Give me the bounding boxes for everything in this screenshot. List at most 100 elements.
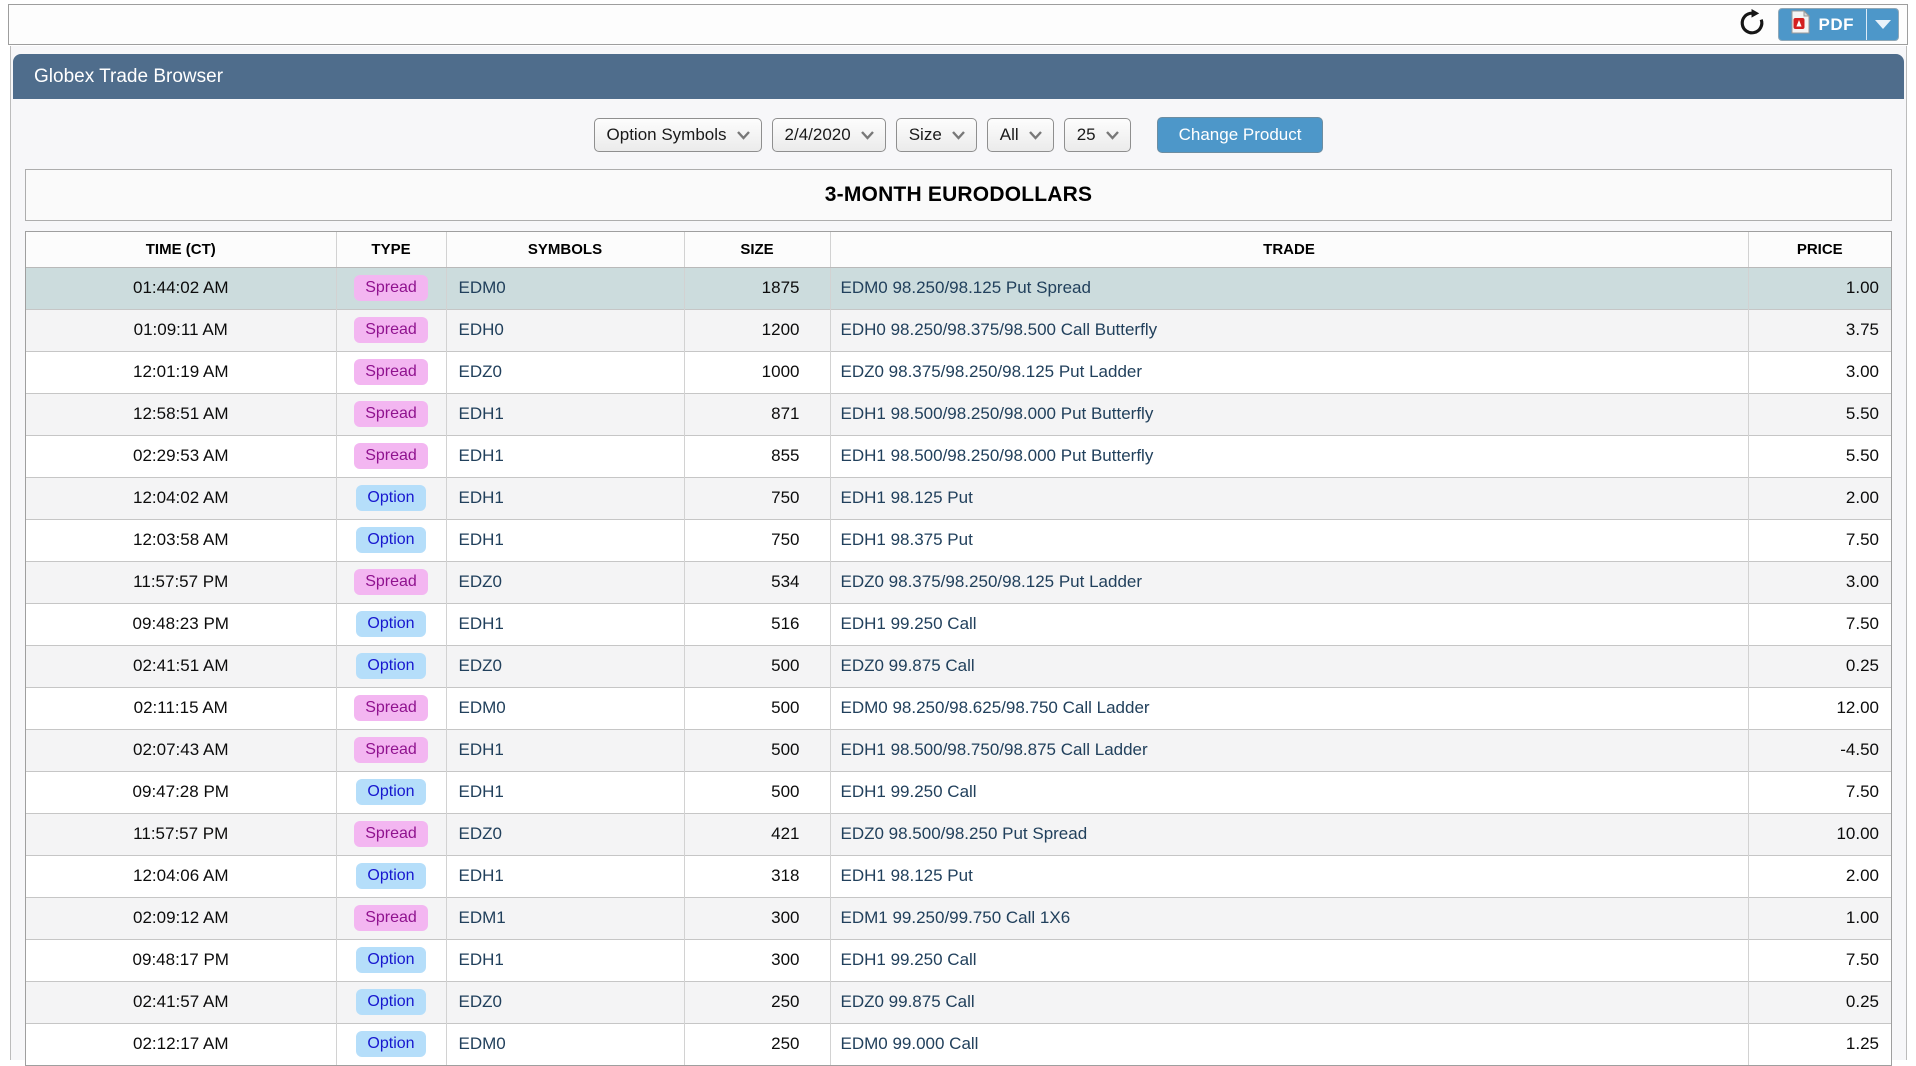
trade-symbol: EDZ0 [446,644,685,687]
type-badge: Spread [354,821,428,847]
table-row[interactable]: 12:04:02 AM Option EDH1 750 EDH1 98.125 … [26,476,1891,519]
trade-size: 500 [684,644,831,687]
table-row[interactable]: 02:41:51 AM Option EDZ0 500 EDZ0 99.875 … [26,644,1891,687]
table-row[interactable]: 02:09:12 AM Spread EDM1 300 EDM1 99.250/… [26,896,1891,939]
table-row[interactable]: 12:01:19 AM Spread EDZ0 1000 EDZ0 98.375… [26,350,1891,393]
type-badge: Spread [354,275,428,301]
chevron-down-icon [1105,131,1119,140]
trade-description: EDH1 99.250 Call [830,938,1749,981]
trade-description: EDH1 98.500/98.250/98.000 Put Butterfly [830,392,1749,435]
trade-type-cell: Spread [336,896,447,939]
trade-time: 12:03:58 AM [26,518,337,561]
trade-time: 02:41:51 AM [26,644,337,687]
type-badge: Spread [354,317,428,343]
trade-price: 3.00 [1748,350,1891,393]
filter-select-side-value: All [999,125,1019,144]
trade-size: 300 [684,938,831,981]
filter-select-side[interactable]: All [986,118,1054,152]
trade-time: 12:04:02 AM [26,476,337,519]
table-row[interactable]: 01:44:02 AM Spread EDM0 1875 EDM0 98.250… [26,266,1891,309]
trade-description: EDH0 98.250/98.375/98.500 Call Butterfly [830,308,1749,351]
column-header-price: PRICE [1748,232,1891,268]
trade-symbol: EDH1 [446,518,685,561]
trade-description: EDH1 98.375 Put [830,518,1749,561]
trade-symbol: EDH1 [446,854,685,897]
pdf-button[interactable]: PDF [1779,9,1867,40]
trade-size: 300 [684,896,831,939]
type-badge: Option [356,779,426,805]
chevron-down-icon [951,131,965,140]
refresh-button[interactable] [1738,9,1766,40]
trade-size: 750 [684,518,831,561]
pdf-options-dropdown[interactable] [1866,9,1898,40]
trade-type-cell: Option [336,1022,447,1065]
trade-table-container: TIME (CT) TYPE SYMBOLS SIZE TRADE PRICE … [25,231,1892,1066]
pdf-file-icon [1791,9,1810,39]
trade-type-cell: Option [336,980,447,1023]
trade-size: 318 [684,854,831,897]
trade-size: 421 [684,812,831,855]
trade-description: EDM0 98.250/98.625/98.750 Call Ladder [830,686,1749,729]
filter-select-date[interactable]: 2/4/2020 [771,118,886,152]
table-row[interactable]: 01:09:11 AM Spread EDH0 1200 EDH0 98.250… [26,308,1891,351]
trade-type-cell: Spread [336,266,447,309]
trade-time: 01:44:02 AM [26,266,337,309]
main-content: Globex Trade Browser Option Symbols 2/4/… [10,46,1907,1066]
filter-select-count[interactable]: 25 [1063,118,1131,152]
table-row[interactable]: 09:48:17 PM Option EDH1 300 EDH1 99.250 … [26,938,1891,981]
filter-select-count-value: 25 [1076,125,1096,144]
table-row[interactable]: 12:03:58 AM Option EDH1 750 EDH1 98.375 … [26,518,1891,561]
trade-time: 01:09:11 AM [26,308,337,351]
trade-price: 7.50 [1748,518,1891,561]
type-badge: Spread [354,737,428,763]
trade-description: EDZ0 99.875 Call [830,980,1749,1023]
trade-symbol: EDM0 [446,686,685,729]
trade-symbol: EDH1 [446,728,685,771]
trade-type-cell: Spread [336,392,447,435]
trade-size: 1200 [684,308,831,351]
table-row[interactable]: 12:58:51 AM Spread EDH1 871 EDH1 98.500/… [26,392,1891,435]
trade-size: 871 [684,392,831,435]
type-badge: Option [356,947,426,973]
table-row[interactable]: 11:57:57 PM Spread EDZ0 534 EDZ0 98.375/… [26,560,1891,603]
product-title-box: 3-MONTH EURODOLLARS [25,169,1892,221]
table-row[interactable]: 02:12:17 AM Option EDM0 250 EDM0 99.000 … [26,1022,1891,1065]
filter-select-symbols-value: Option Symbols [606,125,727,144]
table-row[interactable]: 09:48:23 PM Option EDH1 516 EDH1 99.250 … [26,602,1891,645]
trade-size: 250 [684,980,831,1023]
trade-type-cell: Spread [336,686,447,729]
table-row[interactable]: 02:41:57 AM Option EDZ0 250 EDZ0 99.875 … [26,980,1891,1023]
table-row[interactable]: 12:04:06 AM Option EDH1 318 EDH1 98.125 … [26,854,1891,897]
filter-select-date-value: 2/4/2020 [784,125,851,144]
trade-time: 09:47:28 PM [26,770,337,813]
trade-price: 5.50 [1748,434,1891,477]
table-row[interactable]: 02:29:53 AM Spread EDH1 855 EDH1 98.500/… [26,434,1891,477]
trade-price: 0.25 [1748,980,1891,1023]
trade-symbol: EDH1 [446,434,685,477]
trade-symbol: EDH1 [446,602,685,645]
table-row[interactable]: 11:57:57 PM Spread EDZ0 421 EDZ0 98.500/… [26,812,1891,855]
type-badge: Option [356,653,426,679]
trade-size: 534 [684,560,831,603]
trade-time: 09:48:17 PM [26,938,337,981]
trade-time: 02:12:17 AM [26,1022,337,1065]
trade-price: 3.75 [1748,308,1891,351]
table-row[interactable]: 02:07:43 AM Spread EDH1 500 EDH1 98.500/… [26,728,1891,771]
table-row[interactable]: 09:47:28 PM Option EDH1 500 EDH1 99.250 … [26,770,1891,813]
filter-select-symbols[interactable]: Option Symbols [593,118,762,152]
trade-type-cell: Option [336,854,447,897]
trade-symbol: EDM0 [446,266,685,309]
filter-select-size[interactable]: Size [895,118,977,152]
trade-description: EDH1 98.125 Put [830,854,1749,897]
table-row[interactable]: 02:11:15 AM Spread EDM0 500 EDM0 98.250/… [26,686,1891,729]
type-badge: Option [356,989,426,1015]
trade-symbol: EDZ0 [446,980,685,1023]
change-product-button[interactable]: Change Product [1156,117,1324,153]
type-badge: Spread [354,401,428,427]
trade-type-cell: Spread [336,728,447,771]
trade-description: EDH1 98.125 Put [830,476,1749,519]
trade-time: 12:58:51 AM [26,392,337,435]
trade-time: 02:41:57 AM [26,980,337,1023]
trade-symbol: EDH1 [446,476,685,519]
pdf-button-group: PDF [1777,8,1899,41]
